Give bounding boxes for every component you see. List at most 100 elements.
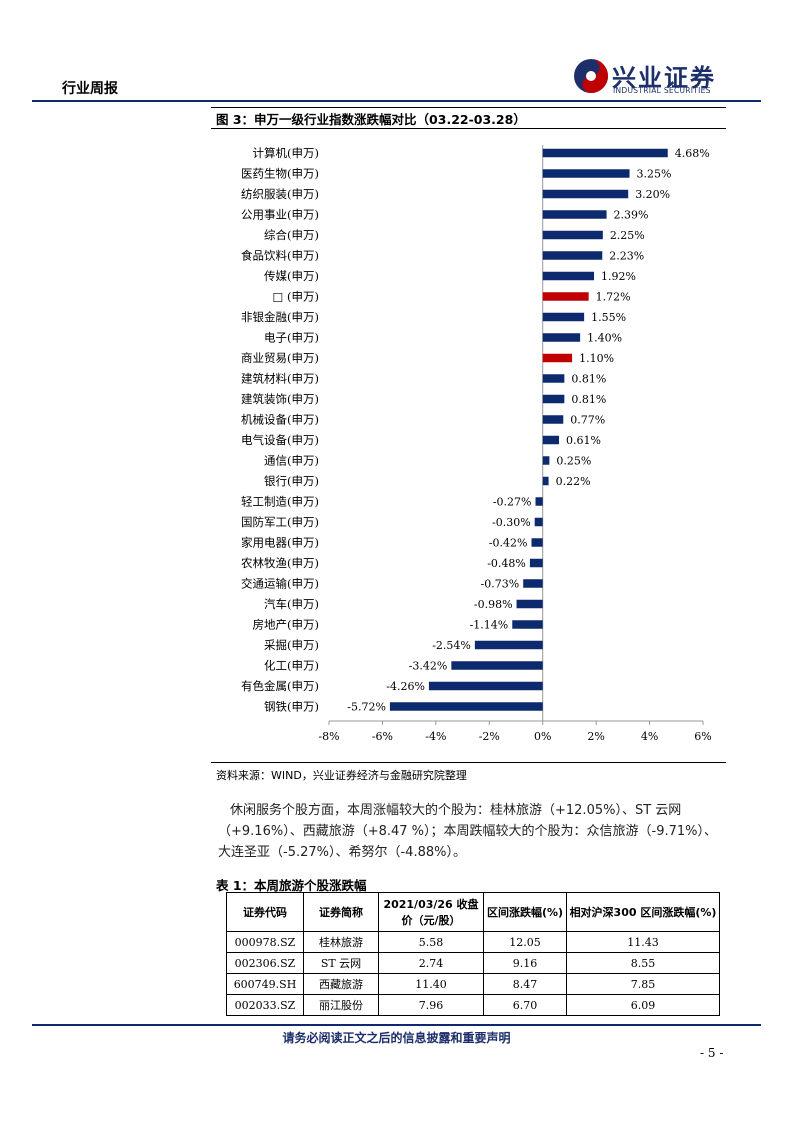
bar (542, 415, 564, 424)
bar (542, 456, 550, 465)
data-label: -0.98% (474, 598, 513, 611)
paragraph-line-1: 休闲服务个股方面，本周涨幅较大的个股为：桂林旅游（+12.05%）、ST 云网 (230, 803, 682, 818)
table-row: 002306.SZ ST 云网 2.74 9.16 8.55 (226, 952, 720, 974)
footer-divider (32, 1024, 761, 1026)
cell-name: ST 云网 (303, 952, 379, 974)
category-label: 采掘(申万) (264, 638, 319, 652)
x-tick-label: -6% (372, 730, 393, 743)
bar (542, 251, 603, 260)
bar (516, 599, 543, 609)
header-divider (32, 100, 761, 102)
data-label: -5.72% (347, 701, 386, 714)
data-label: 2.25% (610, 229, 645, 242)
data-label: -2.54% (432, 639, 471, 652)
category-label: 有色金属(申万) (241, 679, 319, 693)
x-tick-label: 4% (641, 730, 658, 743)
cell-relative: 8.55 (566, 952, 720, 974)
x-tick-label: -8% (318, 730, 339, 743)
header-relative-change: 相对沪深300 区间涨跌幅(%) (566, 892, 720, 932)
bar (512, 620, 543, 629)
category-label: 建筑材料(申万) (241, 372, 319, 386)
data-label: 3.20% (635, 188, 670, 201)
cell-price: 11.40 (378, 973, 484, 995)
source-divider (211, 762, 726, 763)
industry-bar-chart: -8% -6% -4% -2% 0% 2% 4% 6% 计算机(申万) 4.68% 医药生物(申万)… (241, 145, 712, 743)
bar (389, 702, 543, 711)
data-label: 1.10% (579, 352, 614, 365)
category-label: 建筑装饰(申万) (241, 392, 319, 406)
x-tick-label: 6% (694, 730, 711, 743)
category-label: 化工(申万) (264, 659, 319, 673)
disclaimer-notice: 请务必阅读正文之后的信息披露和重要声明 (282, 1031, 511, 1045)
data-label: 0.61% (566, 434, 601, 447)
bar (542, 476, 549, 486)
data-label: 0.77% (570, 414, 605, 427)
category-label: 综合(申万) (264, 228, 319, 242)
data-label: -4.26% (386, 680, 425, 693)
figure-source: 资料来源：WIND，兴业证券经济与金融研究院整理 (216, 769, 467, 782)
logo-subtext: INDUSTRIAL SECURITIES (613, 86, 711, 95)
figure-title-frame (211, 107, 726, 129)
bar (542, 210, 607, 219)
data-label: 1.92% (601, 270, 636, 283)
data-label: 4.68% (675, 147, 710, 160)
cell-change: 12.05 (483, 931, 567, 953)
category-label: 银行(申万) (264, 474, 319, 488)
category-label: 计算机(申万) (253, 146, 319, 160)
data-label: -0.73% (481, 578, 520, 591)
cell-code: 600749.SH (226, 973, 304, 995)
bar (542, 435, 560, 445)
paragraph-line-2: （+9.16%）、西藏旅游（+8.47 %）；本周跌幅较大的个股为：众信旅游（-… (218, 824, 718, 839)
data-label: -0.48% (487, 557, 526, 570)
bar (542, 394, 565, 404)
category-label: 机械设备(申万) (241, 413, 319, 427)
paragraph-line-3: 大连圣亚（-5.27%）、希努尔（-4.88%）。 (218, 845, 466, 860)
header-code: 证券代码 (226, 892, 304, 932)
category-label: 商业贸易(申万) (241, 351, 319, 365)
logo-text: 兴业证券 (612, 64, 716, 92)
x-tick-label: -4% (425, 730, 446, 743)
cell-relative: 11.43 (566, 931, 720, 953)
bar (531, 538, 543, 547)
category-label: 食品饮料(申万) (241, 249, 319, 263)
data-label: 0.25% (556, 455, 591, 468)
cell-name: 西藏旅游 (303, 973, 379, 995)
bar (535, 497, 543, 506)
table-header-row: 证券代码 证券简称 2021/03/26 收盘价（元/股） 区间涨跌幅(%) 相… (226, 892, 720, 932)
data-label: 0.81% (571, 373, 606, 386)
category-label: 国防军工(申万) (241, 515, 319, 529)
bar (542, 189, 629, 199)
category-label: 电子(申万) (264, 331, 319, 345)
data-label: -0.30% (492, 516, 531, 529)
cell-name: 桂林旅游 (303, 931, 379, 953)
cell-relative: 7.85 (566, 973, 720, 995)
category-label: 交通运输(申万) (241, 577, 319, 591)
data-label: 3.25% (637, 168, 672, 181)
category-label: 纺织服装(申万) (241, 187, 319, 201)
report-type: 行业周报 (62, 81, 118, 97)
bar (474, 640, 543, 650)
cell-code: 002306.SZ (226, 952, 304, 974)
bar (542, 148, 668, 158)
cell-name: 丽江股份 (303, 994, 379, 1016)
data-label: 2.39% (614, 209, 649, 222)
category-label: 医药生物(申万) (241, 167, 319, 181)
body-paragraph: 休闲服务个股方面，本周涨幅较大的个股为：桂林旅游（+12.05%）、ST 云网 … (218, 800, 730, 863)
bar (542, 169, 630, 178)
cell-change: 6.70 (483, 994, 567, 1016)
bar (523, 579, 543, 588)
bar (542, 230, 603, 240)
bar (534, 517, 543, 527)
category-label: 传媒(申万) (264, 269, 319, 283)
data-label: 2.23% (609, 250, 644, 263)
data-label: 0.81% (571, 393, 606, 406)
cell-code: 000978.SZ (226, 931, 304, 953)
header-price: 2021/03/26 收盘价（元/股） (378, 892, 484, 932)
bar (542, 374, 565, 383)
data-label: 1.72% (596, 291, 631, 304)
cell-change: 8.47 (483, 973, 567, 995)
category-label: □ (申万) (273, 290, 320, 304)
data-label: -3.42% (409, 660, 448, 673)
data-label: -1.14% (470, 619, 509, 632)
table-row: 000978.SZ 桂林旅游 5.58 12.05 11.43 (226, 931, 720, 953)
